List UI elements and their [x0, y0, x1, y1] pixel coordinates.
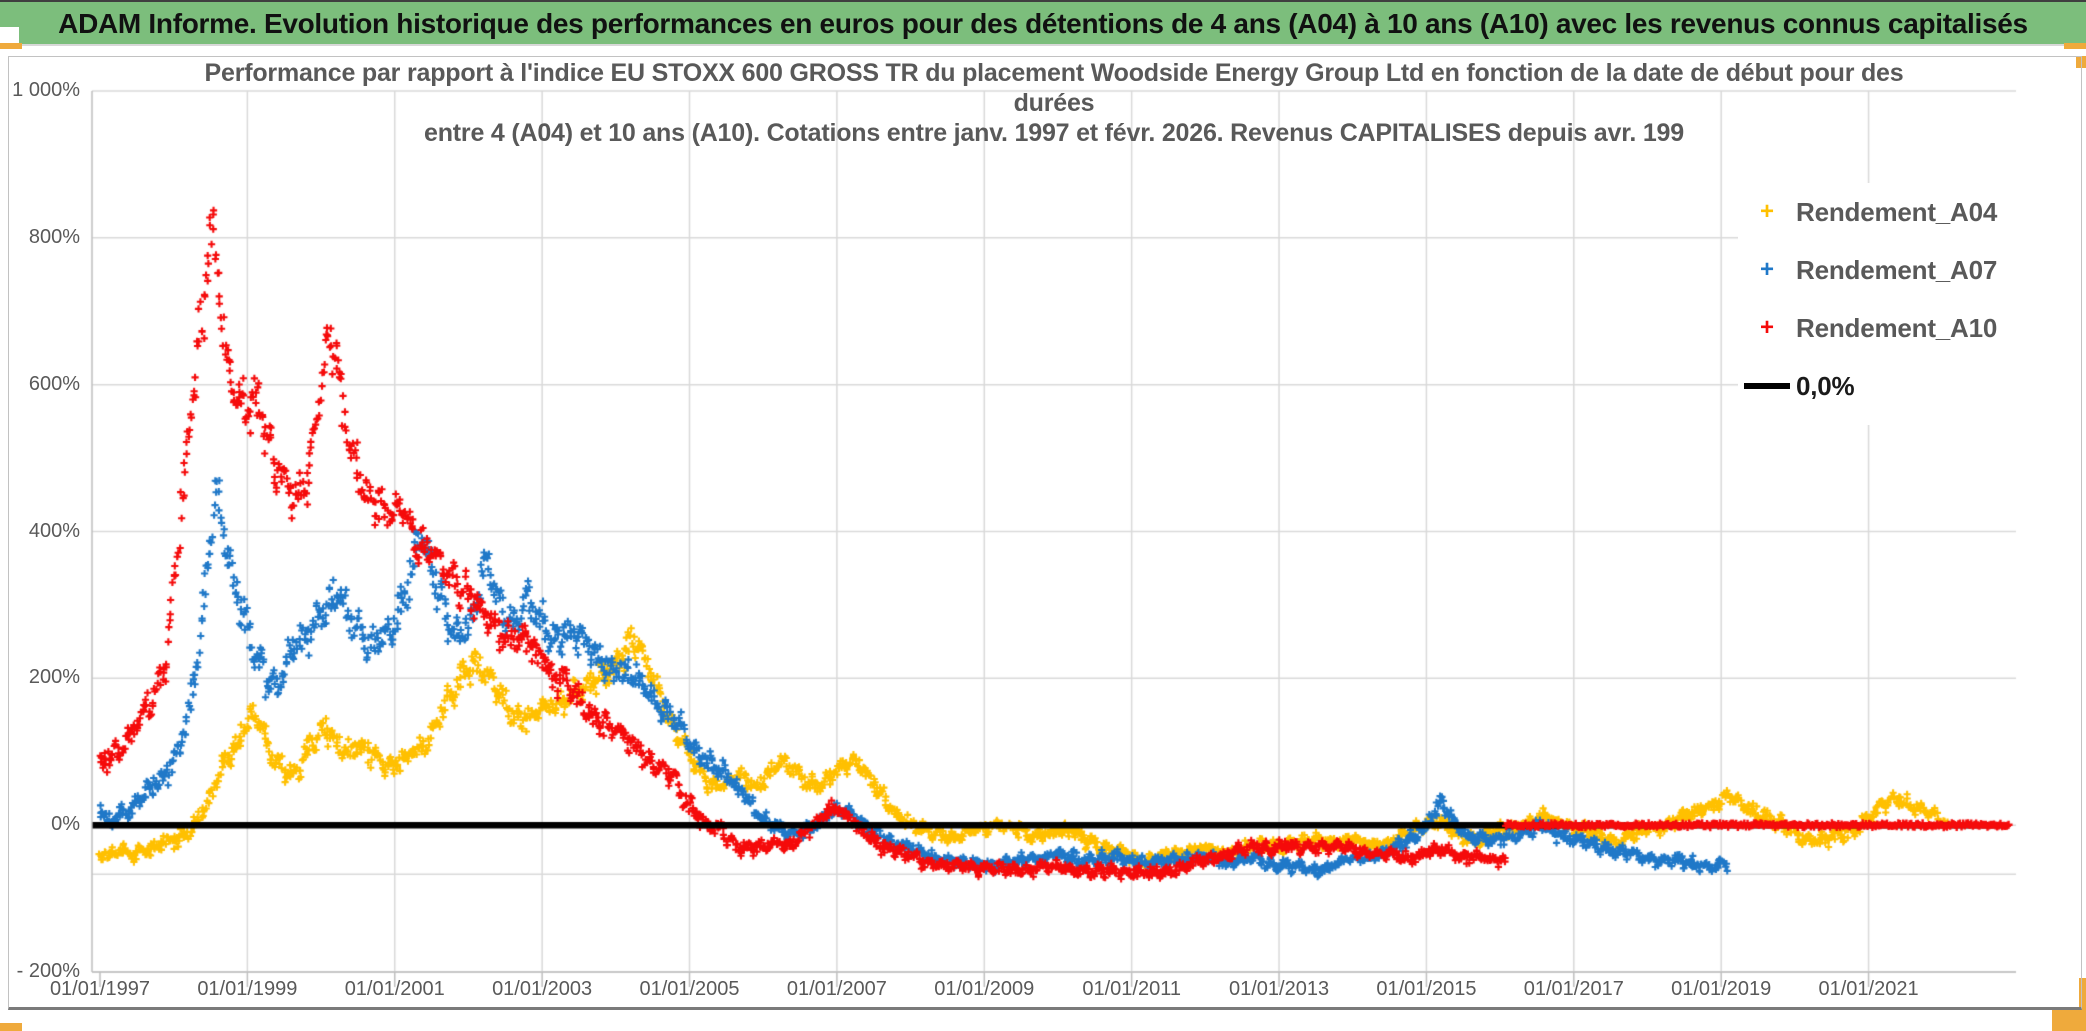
chart-legend[interactable]: + Rendement_A04 + Rendement_A07 + Rendement_A… [1738, 183, 2040, 425]
x-tick-label: 01/01/2011 [1082, 978, 1181, 1000]
x-tick-label: 01/01/2021 [1818, 978, 1919, 1000]
y-tick-label: 1 000% [12, 79, 80, 101]
legend-label: Rendement_A07 [1796, 254, 1998, 285]
y-tick-label: 800% [28, 225, 80, 248]
y-tick-label: 600% [28, 372, 80, 395]
x-tick-label: 01/01/2009 [934, 978, 1035, 1000]
x-tick-label: 01/01/2019 [1671, 978, 1772, 1000]
chart-title-line-2: durées [1013, 89, 1095, 117]
legend-plus-icon: + [1759, 314, 1774, 341]
legend-plus-icon: + [1759, 256, 1774, 283]
x-tick-label: 01/01/2015 [1376, 978, 1477, 1000]
legend-label: 0,0% [1796, 370, 1855, 401]
x-tick-label: 01/01/1997 [49, 978, 151, 1000]
x-tick-label: 01/01/2005 [639, 978, 740, 1000]
chart-title-line-3: entre 4 (A04) et 10 ans (A10). Cotations… [424, 119, 1684, 147]
chart-title-line-1: Performance par rapport à l'indice EU ST… [204, 59, 1904, 87]
chart-title: Performance par rapport à l'indice EU ST… [92, 58, 2016, 148]
legend-label: Rendement_A04 [1796, 196, 1998, 227]
y-tick-label: 0% [51, 813, 80, 836]
x-tick-label: 01/01/2001 [344, 978, 445, 1000]
y-tick-label: 400% [28, 519, 80, 542]
legend-line-swatch [1744, 383, 1790, 389]
x-tick-label: 01/01/2013 [1228, 978, 1330, 1000]
y-tick-label: 200% [28, 666, 80, 689]
legend-item-rendement-a10[interactable]: + Rendement_A10 [1738, 299, 2040, 357]
legend-label: Rendement_A10 [1796, 312, 1998, 343]
legend-item-rendement-a07[interactable]: + Rendement_A07 [1738, 241, 2040, 299]
legend-item-rendement-a04[interactable]: + Rendement_A04 [1738, 183, 2040, 241]
y-tick-label: - 200% [16, 960, 80, 982]
x-tick-label: 01/01/2007 [786, 978, 887, 1000]
x-tick-label: 01/01/2003 [492, 978, 593, 1000]
x-tick-label: 01/01/2017 [1523, 978, 1624, 1000]
legend-plus-icon: + [1759, 198, 1774, 225]
x-tick-label: 01/01/1999 [197, 978, 298, 1000]
legend-item-0-0-[interactable]: 0,0% [1738, 357, 2040, 415]
